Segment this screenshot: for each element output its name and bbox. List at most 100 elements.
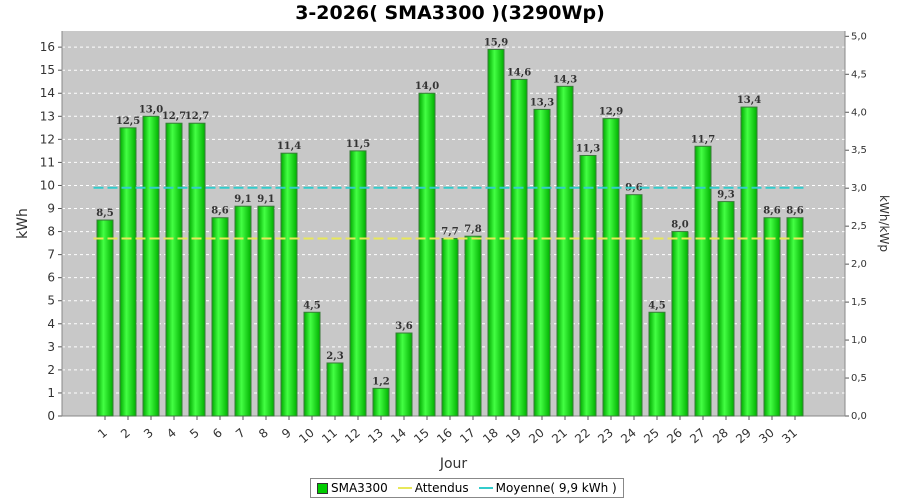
bar-value-label: 11,5 [346,139,370,150]
x-tick-label: 20 [526,426,547,447]
bar [119,127,137,417]
y2-tick-label: 4,5 [851,69,867,80]
y2-tick-label: 0,0 [851,411,867,422]
y-tick-label: 4 [47,317,55,331]
x-tick-label: 19 [503,426,524,447]
bar [510,78,528,417]
bar [602,118,620,417]
x-tick-label: 27 [687,426,708,447]
x-tick-label: 22 [572,426,593,447]
y2-tick-label: 5,0 [851,31,867,42]
bar-value-label: 3,6 [395,321,412,332]
bar [694,145,712,417]
x-tick-label: 31 [779,426,800,447]
bar-value-label: 12,7 [162,111,186,122]
y-tick-label: 13 [40,109,55,123]
x-tick-label: 13 [365,426,386,447]
x-tick-label: 11 [319,426,340,447]
x-tick-label: 3 [141,426,156,442]
legend-swatch-moyenne [478,487,493,489]
y-tick-label: 7 [47,248,55,262]
y-tick-label: 1 [47,386,55,400]
y-tick-label: 2 [47,363,55,377]
x-tick-label: 12 [342,426,363,447]
x-tick-label: 9 [279,426,294,442]
y-tick-label: 10 [40,178,55,192]
bar [418,92,436,417]
y2-tick-label: 1,0 [851,335,867,346]
bar-value-label: 12,5 [116,116,140,127]
bar-value-label: 8,5 [96,208,113,219]
y2-tick-label: 2,5 [851,221,867,232]
bar-value-label: 4,5 [303,300,320,311]
bar [142,115,160,417]
legend-label-sma3300: SMA3300 [331,481,388,495]
x-tick-label: 7 [233,426,248,442]
y-tick-label: 8 [47,225,55,239]
bar-value-label: 11,3 [576,143,600,154]
bar-value-label: 4,5 [648,300,665,311]
y2-tick-label: 4,0 [851,107,867,118]
x-tick-label: 23 [595,426,616,447]
bar-value-label: 2,3 [326,351,343,362]
y2-tick-label: 3,5 [851,145,867,156]
x-tick-label: 28 [710,426,731,447]
legend-label-attendus: Attendus [414,481,469,495]
x-tick-label: 26 [664,426,685,447]
y-axis-label: kWh [15,208,31,239]
x-tick-label: 16 [434,426,455,447]
bar [372,387,390,417]
bar-value-label: 9,1 [234,194,251,205]
y-tick-label: 6 [47,271,55,285]
bar [326,362,344,417]
legend-label-moyenne: Moyenne( 9,9 kWh ) [495,481,617,495]
legend-item-moyenne: Moyenne( 9,9 kWh ) [478,481,617,495]
x-tick-label: 8 [256,426,271,442]
bar-value-label: 9,1 [257,194,274,205]
bar [441,237,459,417]
x-tick-label: 1 [95,426,110,442]
x-tick-label: 4 [164,426,179,442]
bar [349,150,367,417]
y-tick-label: 11 [40,155,55,169]
x-tick-label: 14 [388,426,409,447]
x-tick-label: 10 [296,426,317,447]
x-tick-label: 2 [118,426,133,442]
bar [579,154,597,417]
legend-item-attendus: Attendus [397,481,469,495]
y-tick-label: 9 [47,202,55,216]
bar [188,122,206,417]
x-tick-label: 6 [210,426,225,442]
bar [556,85,574,417]
bar-value-label: 12,7 [185,111,209,122]
bar-value-label: 9,3 [717,190,734,201]
bar-value-label: 14,6 [507,67,531,78]
bar [96,219,114,417]
bar [671,231,689,417]
x-tick-label: 15 [411,426,432,447]
chart-legend: SMA3300 Attendus Moyenne( 9,9 kWh ) [310,478,624,498]
bar [763,217,781,417]
bar [533,108,551,417]
y-tick-label: 3 [47,340,55,354]
bar-value-label: 1,2 [372,376,389,387]
x-tick-label: 24 [618,426,639,447]
bar [487,48,505,417]
bar [464,235,482,417]
bar-value-label: 7,7 [441,226,458,237]
y-tick-label: 15 [40,63,55,77]
x-tick-label: 30 [756,426,777,447]
bar-value-label: 11,7 [691,134,715,145]
y2-axis-label: kWh/kWp [877,195,891,252]
x-tick-label: 21 [549,426,570,447]
bar [786,217,804,417]
y2-tick-label: 2,0 [851,259,867,270]
y2-tick-label: 3,0 [851,183,867,194]
y2-tick-label: 1,5 [851,297,867,308]
x-tick-label: 5 [187,426,202,442]
x-axis-label: Jour [439,456,468,472]
bar [211,217,229,417]
bar-value-label: 11,4 [277,141,301,152]
x-tick-label: 25 [641,426,662,447]
